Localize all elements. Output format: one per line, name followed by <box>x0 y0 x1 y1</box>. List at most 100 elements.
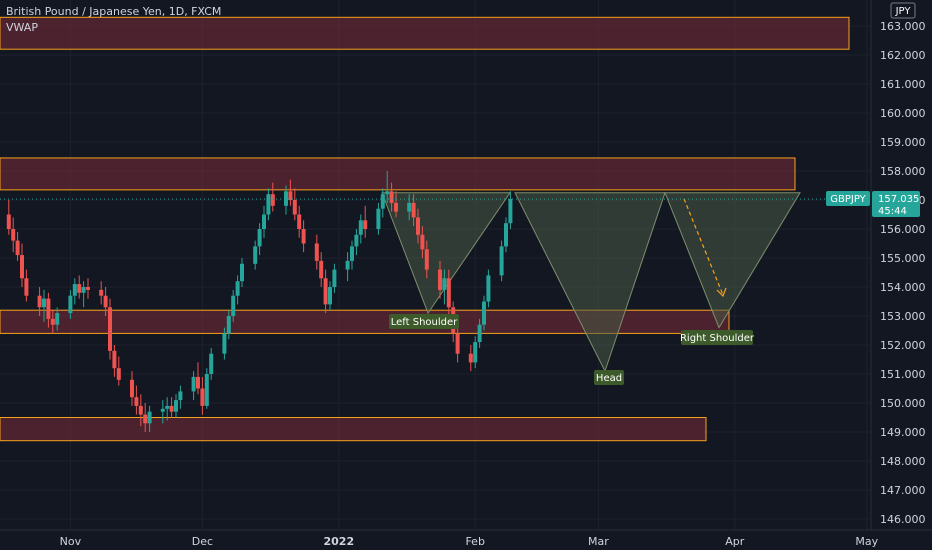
currency-badge-label: JPY <box>895 6 912 17</box>
candle-body <box>438 269 442 290</box>
candle-body <box>301 229 306 244</box>
zone-rect <box>0 157 796 191</box>
price-axis[interactable]: 146.000 147.000 148.000 149.000 150.000 151.0… <box>870 0 932 530</box>
indicator-vwap-label[interactable]: VWAP <box>6 21 38 34</box>
candle-body <box>134 397 139 406</box>
left-shoulder-label-box <box>389 314 459 329</box>
projection-arrow-head <box>716 287 727 298</box>
candle-body <box>486 275 491 302</box>
candle-body <box>297 214 302 229</box>
candle-body <box>442 278 447 290</box>
projection-arrow-line <box>683 198 724 296</box>
candle-body <box>178 391 183 401</box>
zone-rect <box>0 16 850 50</box>
candle-body <box>270 194 275 206</box>
candle-body <box>235 281 240 296</box>
candle-body <box>147 411 152 424</box>
candle-body <box>420 234 425 250</box>
left-shoulder-label: Left Shoulder <box>391 317 458 328</box>
x-tick-label: Nov <box>60 535 82 548</box>
zone-rect <box>0 309 730 334</box>
candle-body <box>200 388 205 406</box>
candle-body <box>138 405 143 415</box>
zone-rect <box>0 417 707 442</box>
candle-body <box>380 194 385 209</box>
right-shoulder-label: Right Shoulder <box>680 333 755 344</box>
x-tick-label: Apr <box>725 535 745 548</box>
candle-body <box>37 295 42 308</box>
candle-body <box>174 400 178 412</box>
symbol-tag-box <box>826 190 870 206</box>
symbol-title: British Pound / Japanese Yen, 1D, FXCM <box>6 5 221 18</box>
candle-body <box>165 405 170 409</box>
support-resistance-zones <box>0 16 850 442</box>
candle-body <box>204 374 209 406</box>
candle-body <box>108 307 112 351</box>
candle-body <box>266 194 271 215</box>
candle-body <box>446 278 451 308</box>
candle-body <box>68 295 73 314</box>
candle-body <box>20 255 24 279</box>
candle-body <box>323 278 328 305</box>
candle-body <box>257 229 262 247</box>
y-tick-label: 154.000 <box>880 281 926 294</box>
candle-body <box>482 301 486 325</box>
x-tick-label: May <box>855 535 878 548</box>
y-tick-label: 149.000 <box>880 426 926 439</box>
y-tick-label: 153.000 <box>880 310 926 323</box>
currency-badge[interactable]: JPY <box>890 2 916 19</box>
candle-body <box>231 295 236 316</box>
y-tick-label: 155.000 <box>880 252 926 265</box>
y-tick-label: 162.000 <box>880 49 926 62</box>
y-tick-label: 161.000 <box>880 78 926 91</box>
time-axis[interactable]: Nov Dec 2022 Feb Mar Apr May <box>0 529 932 550</box>
y-tick-label: 148.000 <box>880 455 926 468</box>
candle-body <box>363 220 368 229</box>
y-tick-label: 151.000 <box>880 368 926 381</box>
y-tick-label: 147.000 <box>880 484 926 497</box>
candle-body <box>55 313 60 325</box>
candle-body <box>11 229 16 241</box>
y-tick-label: 146.000 <box>880 513 926 526</box>
candle-body <box>112 350 117 369</box>
candle-body <box>253 246 258 264</box>
candle-body <box>332 269 337 287</box>
candle-body <box>72 284 77 296</box>
candle-body <box>319 260 324 279</box>
candle-countdown: 45:44 <box>878 206 907 217</box>
candle-body <box>222 333 227 354</box>
y-tick-label: 156.000 <box>880 223 926 236</box>
y-tick-label: 150.000 <box>880 397 926 410</box>
candle-body <box>209 353 214 374</box>
y-tick-label: 159.000 <box>880 136 926 149</box>
candle-body <box>42 298 46 308</box>
candle-body <box>345 260 350 270</box>
pattern-annotations: Left Shoulder Head Right Shoulder <box>389 314 755 385</box>
candle-body <box>389 191 394 203</box>
candle-body <box>473 342 478 363</box>
candle-body <box>262 214 266 229</box>
x-tick-label: Mar <box>588 535 609 548</box>
candle-body <box>240 263 244 282</box>
candle-body <box>455 333 460 354</box>
candle-body <box>226 316 231 334</box>
head-label: Head <box>596 373 622 384</box>
candle-body <box>376 208 381 229</box>
candle-body <box>292 200 297 215</box>
y-tick-label: 158.000 <box>880 165 926 178</box>
price-axis-background <box>871 0 932 530</box>
candle-body <box>50 318 55 325</box>
right-shoulder-triangle <box>664 192 801 329</box>
candle-body <box>328 287 332 305</box>
candle-body <box>86 287 90 290</box>
candle-body <box>477 324 482 343</box>
candle-body <box>358 220 363 235</box>
current-price-value: 157.035 <box>878 194 919 205</box>
y-tick-label: 152.000 <box>880 339 926 352</box>
x-tick-label: Feb <box>465 535 484 548</box>
candle-body <box>99 289 104 296</box>
candle-body <box>160 408 165 412</box>
